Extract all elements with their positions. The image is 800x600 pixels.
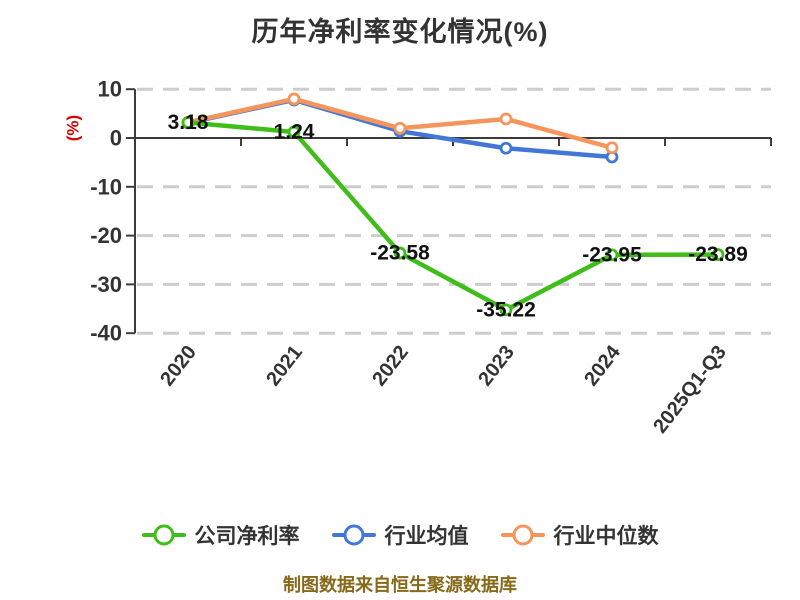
y-axis-unit-label: (%): [64, 115, 83, 141]
legend-line-dot-icon: [141, 522, 186, 548]
legend-item-industry-median[interactable]: 行业中位数: [500, 520, 659, 550]
data-source-note: 制图数据来自恒生聚源数据库: [283, 575, 517, 595]
svg-text:2024: 2024: [580, 341, 625, 390]
legend-item-industry-average[interactable]: 行业均值: [331, 520, 469, 550]
y-axis-tick-labels: 10 0 -10 -20 -30 -40: [90, 77, 122, 346]
svg-text:2025Q1-Q3: 2025Q1-Q3: [649, 342, 731, 438]
x-axis-labels: 2020 2021 2022 2023 2024 2025Q1-Q3: [156, 341, 731, 438]
legend-label: 行业均值: [384, 525, 469, 548]
series-2-line: [181, 92, 619, 155]
chart-legend: 公司净利率 行业均值 行业中位数: [0, 520, 800, 550]
svg-text:-23.58: -23.58: [370, 242, 430, 265]
svg-text:10: 10: [98, 77, 122, 102]
legend-line-dot-icon: [331, 522, 376, 548]
series-0-line: [181, 116, 725, 317]
chart-title: 历年净利率变化情况(%): [251, 17, 549, 47]
svg-text:2023: 2023: [474, 342, 519, 391]
svg-text:3.18: 3.18: [168, 111, 209, 134]
svg-text:-40: -40: [90, 321, 122, 346]
svg-text:-23.95: -23.95: [582, 243, 642, 266]
svg-text:2021: 2021: [262, 342, 307, 391]
svg-text:-35.22: -35.22: [476, 298, 536, 321]
line-chart-plot: 3.18 1.24 -23.58 -35.22 -23.95 -23.89 2020 2021…: [64, 77, 772, 438]
svg-text:-20: -20: [90, 223, 122, 248]
svg-text:1.24: 1.24: [274, 120, 315, 143]
svg-text:2022: 2022: [368, 342, 413, 391]
value-labels: 3.18 1.24 -23.58 -35.22 -23.95 -23.89: [168, 111, 748, 321]
svg-text:2020: 2020: [156, 342, 201, 391]
svg-text:-30: -30: [90, 272, 122, 297]
legend-item-company-net-margin[interactable]: 公司净利率: [141, 520, 300, 550]
svg-text:0: 0: [110, 126, 122, 151]
svg-text:(%): (%): [64, 115, 83, 141]
legend-line-dot-icon: [500, 522, 545, 548]
svg-text:-23.89: -23.89: [688, 243, 748, 266]
legend-label: 行业中位数: [553, 525, 659, 548]
legend-label: 公司净利率: [194, 525, 300, 548]
svg-text:-10: -10: [90, 174, 122, 199]
